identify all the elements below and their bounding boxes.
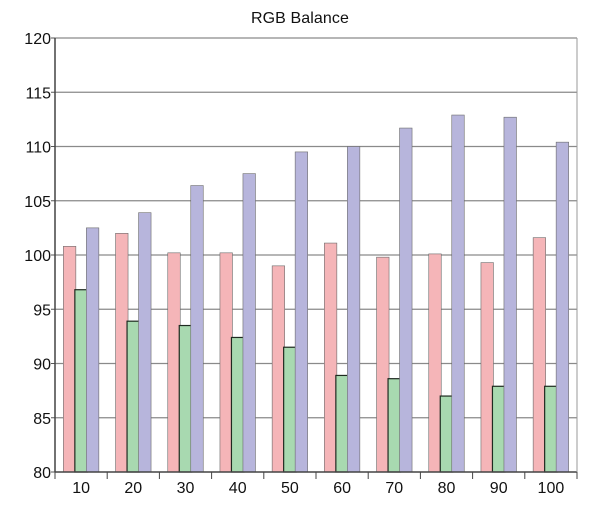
y-tick-label: 100 [24, 248, 51, 265]
x-tick-label: 30 [177, 480, 195, 497]
bar-series-3-70 [399, 127, 413, 473]
x-tick-label: 100 [538, 480, 565, 497]
bar-series-1-90 [480, 262, 494, 473]
x-tick-label: 50 [281, 480, 299, 497]
chart-title: RGB Balance [250, 10, 350, 27]
x-tick-label: 10 [72, 480, 90, 497]
bar-series-3-100 [555, 141, 569, 473]
bar-series-1-50 [271, 265, 285, 473]
axes [51, 37, 578, 479]
bar-series-1-70 [376, 256, 390, 473]
bar-series-2-20 [126, 320, 141, 473]
bar-series-3-80 [451, 114, 465, 473]
bar-series-2-40 [230, 336, 245, 473]
bar-series-1-10 [63, 246, 77, 473]
y-tick-label: 105 [24, 194, 51, 211]
y-tick-label: 80 [33, 465, 51, 482]
y-tick-label: 90 [33, 357, 51, 374]
bar-series-2-30 [178, 324, 193, 473]
y-tick-label: 115 [25, 85, 51, 102]
bar-series-1-40 [219, 252, 233, 473]
bar-series-3-40 [242, 173, 256, 473]
y-tick-label: 95 [33, 302, 51, 319]
bar-series-2-10 [74, 289, 88, 473]
bar-series-3-50 [294, 151, 308, 473]
bar-series-2-80 [439, 395, 454, 473]
bar-series-3-10 [86, 227, 100, 473]
bar-series-1-20 [115, 233, 129, 473]
bar-series-2-50 [283, 346, 297, 473]
tick-labels: 80 85 90 95 100 105 110 115 120 10 20 30 40 50 60 70 80 9… [24, 31, 564, 497]
y-tick-label: 110 [25, 140, 51, 157]
bar-series-3-30 [190, 185, 204, 473]
x-tick-label: 40 [229, 480, 247, 497]
x-tick-label: 60 [333, 480, 351, 497]
bar-series-3-60 [347, 146, 361, 473]
x-tick-label: 90 [490, 480, 508, 497]
bar-series-2-70 [387, 378, 402, 473]
x-tick-label: 70 [385, 480, 403, 497]
x-tick-label: 80 [438, 480, 456, 497]
bar-series-1-80 [428, 253, 442, 473]
bar-series-3-20 [138, 212, 152, 473]
bar-series-1-60 [324, 242, 338, 473]
bar-series-2-90 [491, 385, 506, 473]
y-tick-label: 120 [24, 31, 51, 48]
bars [63, 114, 569, 473]
bar-series-1-30 [167, 252, 181, 473]
y-tick-label: 85 [33, 411, 51, 428]
bar-series-2-60 [335, 374, 349, 473]
bar-series-2-100 [544, 385, 558, 473]
x-tick-label: 20 [124, 480, 142, 497]
bar-series-1-100 [532, 237, 546, 473]
bar-series-3-90 [503, 116, 517, 473]
